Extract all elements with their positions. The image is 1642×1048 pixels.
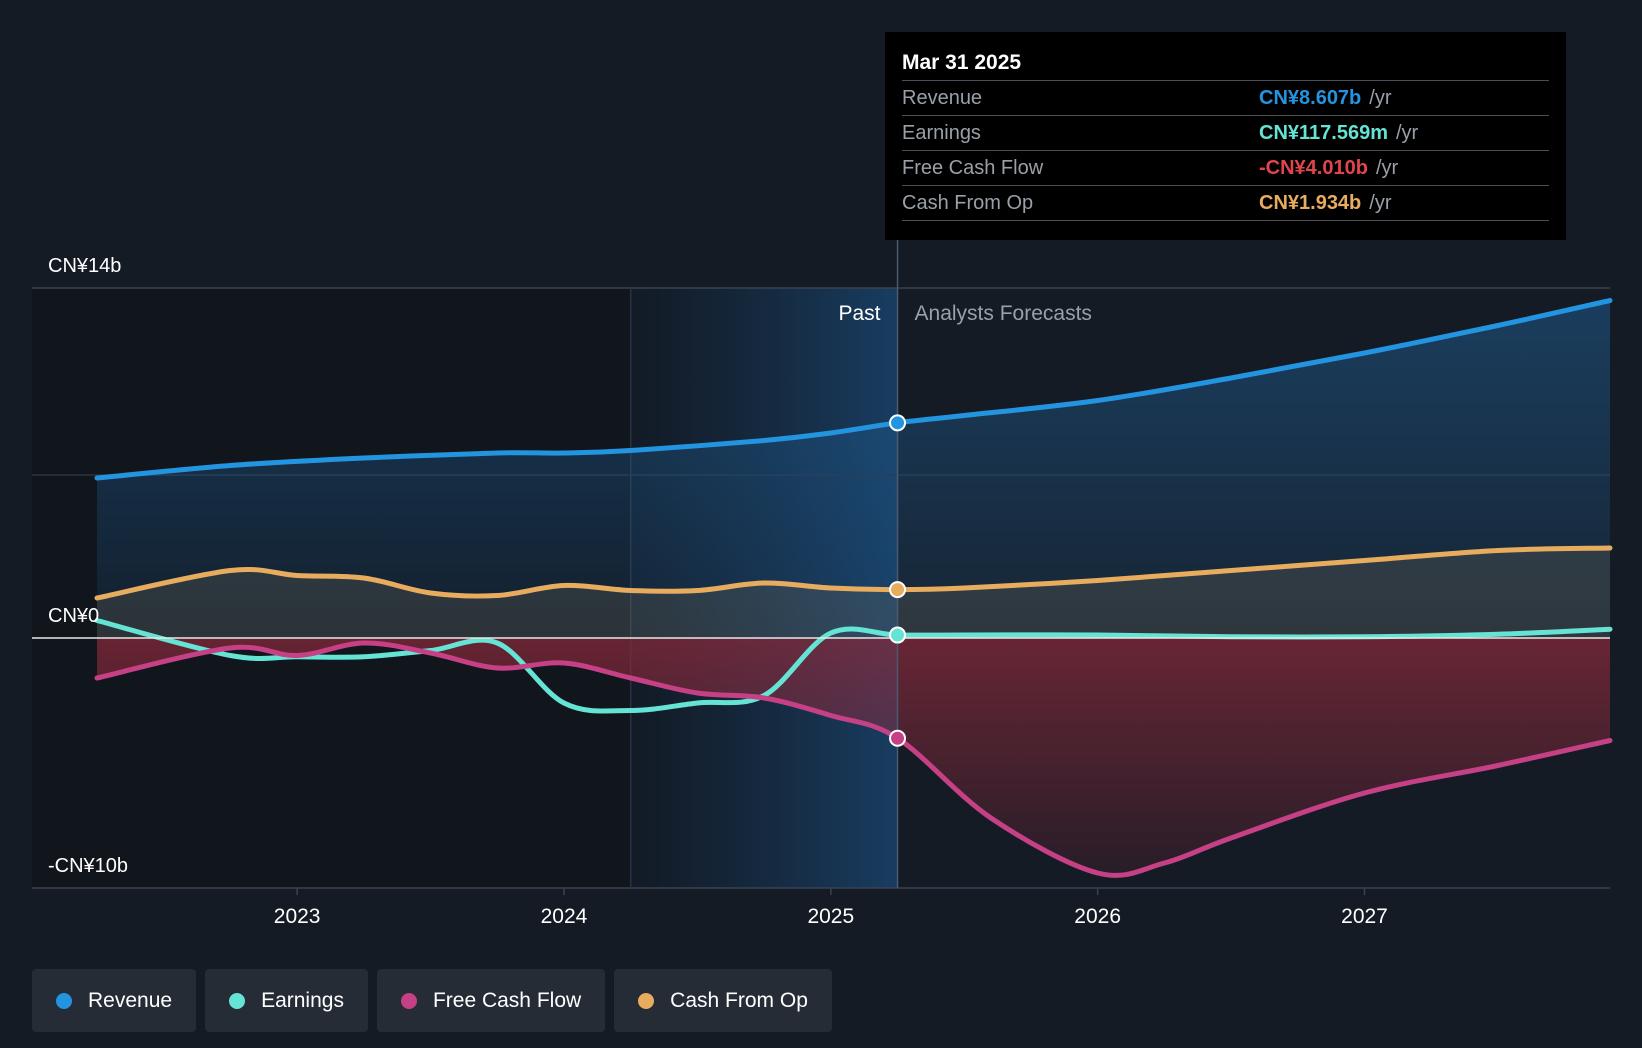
x-axis-ticks: 2023 2024 2025 2026 2027 [274, 888, 1388, 928]
legend-label: Cash From Op [670, 988, 808, 1012]
y-label-max: CN¥14b [48, 255, 121, 277]
legend-dot-icon [400, 992, 417, 1009]
tooltip: Mar 31 2025 Revenue CN¥8.607b /yr Earnin… [885, 32, 1566, 240]
series-markers [889, 414, 907, 747]
tooltip-row-free-cash-flow: Free Cash Flow -CN¥4.010b /yr [902, 150, 1549, 185]
legend-item-cash-from-op[interactable]: Cash From Op [614, 969, 832, 1032]
y-label-min: -CN¥10b [48, 855, 128, 877]
line-revenue [94, 298, 1613, 481]
x-tick-label: 2024 [541, 905, 588, 928]
tooltip-label: Cash From Op [902, 192, 1034, 214]
tooltip-unit: /yr [1395, 122, 1419, 144]
legend-dot-icon [229, 992, 246, 1009]
legend-dot-icon [56, 992, 72, 1009]
tooltip-value: CN¥1.934b [1259, 192, 1362, 214]
tooltip-label: Earnings [902, 122, 981, 144]
legend-label: Earnings [261, 988, 344, 1012]
marker-cash-from-op[interactable] [889, 581, 907, 599]
tooltip-row-earnings: Earnings CN¥117.569m /yr [902, 115, 1549, 150]
x-tick-label: 2025 [807, 905, 854, 928]
area-free-cash-flow [97, 638, 1610, 876]
legend-label: Free Cash Flow [432, 988, 582, 1012]
y-label-zero: CN¥0 [48, 605, 99, 627]
tooltip-row-revenue: Revenue CN¥8.607b /yr [902, 80, 1549, 115]
x-tick-label: 2026 [1074, 905, 1121, 928]
tooltip-label: Revenue [902, 87, 983, 109]
tooltip-value: CN¥117.569m [1259, 122, 1388, 144]
line-cash-from-op [94, 545, 1613, 601]
forecast-label: Analysts Forecasts [915, 302, 1092, 325]
legend: Revenue Earnings Free Cash Flow Cash Fro… [32, 969, 832, 1032]
legend-item-earnings[interactable]: Earnings [205, 969, 368, 1032]
x-tick-label: 2027 [1341, 905, 1388, 928]
tooltip-label: Free Cash Flow [902, 157, 1044, 179]
marker-earnings[interactable] [889, 626, 907, 644]
tooltip-row-cash-from-op: Cash From Op CN¥1.934b /yr [902, 185, 1549, 221]
legend-item-free-cash-flow[interactable]: Free Cash Flow [376, 969, 606, 1032]
legend-item-revenue[interactable]: Revenue [32, 969, 197, 1032]
tooltip-value: -CN¥4.010b [1259, 157, 1368, 179]
series-lines [94, 298, 1613, 878]
line-free-cash-flow [94, 640, 1613, 878]
tooltip-value: CN¥8.607b [1259, 87, 1362, 109]
tooltip-date: Mar 31 2025 [902, 51, 1022, 74]
marker-revenue[interactable] [889, 414, 907, 432]
tooltip-unit: /yr [1375, 157, 1399, 179]
past-label: Past [838, 302, 880, 325]
legend-dot-icon [638, 992, 655, 1009]
marker-free-cash-flow[interactable] [889, 729, 907, 747]
tooltip-unit: /yr [1369, 192, 1392, 214]
area-revenue [97, 300, 1610, 638]
x-tick-label: 2023 [274, 905, 321, 928]
tooltip-unit: /yr [1369, 87, 1392, 109]
legend-label: Revenue [88, 988, 173, 1012]
